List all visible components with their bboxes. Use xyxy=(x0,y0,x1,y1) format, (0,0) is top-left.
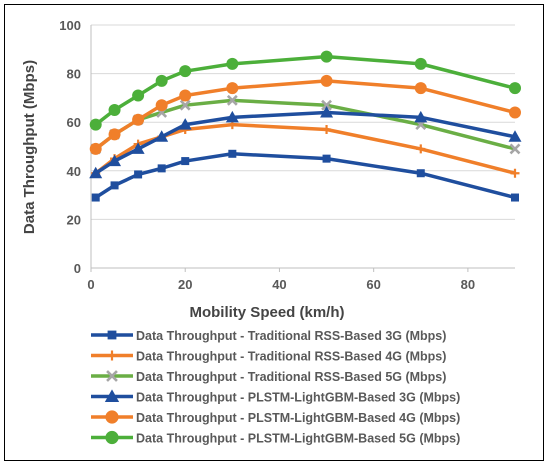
data-point-x xyxy=(321,99,332,111)
data-point-circle xyxy=(320,50,333,63)
data-point-triangle xyxy=(155,130,169,142)
data-point-triangle xyxy=(89,166,103,179)
x-tick-label: 40 xyxy=(272,277,286,292)
series-line xyxy=(94,152,516,200)
data-point-circle xyxy=(108,104,121,117)
data-point-circle xyxy=(89,118,102,131)
legend-entry: Data Throughput - PLSTM-LightGBM-Based 5… xyxy=(91,430,460,446)
x-tick-label: 80 xyxy=(461,277,475,292)
data-point-circle xyxy=(155,74,168,87)
data-point-circle xyxy=(320,74,333,87)
data-point-circle xyxy=(108,128,121,141)
data-point-square xyxy=(416,169,425,178)
data-point-triangle xyxy=(320,105,334,118)
data-point-circle xyxy=(155,99,168,112)
data-point-triangle xyxy=(131,142,145,154)
data-point-circle xyxy=(414,57,427,70)
legend-label: Data Throughput - Traditional RSS-Based … xyxy=(136,350,446,364)
data-point-circle xyxy=(132,113,145,126)
legend-entry: Data Throughput - Traditional RSS-Based … xyxy=(91,350,446,364)
data-point-square xyxy=(134,170,143,179)
data-point-circle xyxy=(414,82,427,95)
data-point-circle xyxy=(226,82,239,95)
legend-entry: Data Throughput - Traditional RSS-Based … xyxy=(91,329,446,343)
legend-label: Data Throughput - Traditional RSS-Based … xyxy=(136,370,446,384)
data-point-x xyxy=(106,370,118,382)
series-1 xyxy=(91,149,519,202)
data-point-square xyxy=(511,193,519,202)
data-point-square xyxy=(322,154,331,163)
axes xyxy=(90,25,515,269)
data-point-square xyxy=(157,164,166,173)
x-tick-labels: 0 20 40 60 80 xyxy=(87,268,475,292)
y-tick-label: 40 xyxy=(67,164,81,179)
series-4 xyxy=(89,105,522,179)
data-point-plus xyxy=(510,168,520,178)
legend-entry: Data Throughput - PLSTM-LightGBM-Based 3… xyxy=(91,389,460,405)
data-point-circle xyxy=(509,82,521,95)
legend-label: Data Throughput - Traditional RSS-Based … xyxy=(136,329,446,343)
data-point-triangle xyxy=(108,154,122,167)
data-point-triangle xyxy=(414,110,428,123)
data-point-plus xyxy=(416,144,426,154)
legend-label: Data Throughput - PLSTM-LightGBM-Based 5… xyxy=(136,432,460,446)
data-point-plus xyxy=(107,350,117,361)
data-point-x xyxy=(226,94,238,106)
legend-entry: Data Throughput - Traditional RSS-Based … xyxy=(91,370,446,384)
series-5 xyxy=(89,74,521,155)
line-chart: 0 20 40 60 80 100 0 20 40 60 80 Mobility Speed (k… xyxy=(21,18,522,446)
data-point-triangle xyxy=(178,118,192,130)
data-point-circle xyxy=(226,57,239,70)
legend-entry: Data Throughput - PLSTM-LightGBM-Based 4… xyxy=(91,410,460,425)
data-point-x xyxy=(509,143,521,155)
data-point-triangle xyxy=(104,389,120,402)
data-point-circle xyxy=(509,106,521,119)
data-point-circle xyxy=(89,142,102,155)
chart-frame: 0 20 40 60 80 100 0 20 40 60 80 Mobility Speed (k… xyxy=(4,4,544,461)
x-tick-label: 60 xyxy=(366,277,380,292)
data-point-circle xyxy=(105,410,119,424)
data-point-plus xyxy=(322,124,332,134)
y-tick-label: 80 xyxy=(67,67,81,82)
x-axis-label: Mobility Speed (km/h) xyxy=(189,304,344,321)
data-point-square xyxy=(181,157,190,166)
y-tick-label: 0 xyxy=(74,261,81,276)
data-point-square xyxy=(107,330,117,340)
data-point-x xyxy=(179,99,191,111)
data-point-circle xyxy=(179,65,192,78)
series-group xyxy=(89,50,522,202)
y-tick-label: 20 xyxy=(67,212,81,227)
data-point-square xyxy=(228,149,237,158)
y-tick-label: 100 xyxy=(59,18,81,33)
series-6 xyxy=(89,50,521,131)
data-point-triangle xyxy=(508,130,522,142)
legend-label: Data Throughput - PLSTM-LightGBM-Based 4… xyxy=(136,411,460,425)
y-tick-labels: 0 20 40 60 80 100 xyxy=(59,18,81,276)
legend: Data Throughput - Traditional RSS-Based … xyxy=(91,329,460,446)
y-tick-label: 60 xyxy=(67,115,81,130)
data-point-square xyxy=(91,193,100,202)
data-point-circle xyxy=(105,430,119,445)
data-point-circle xyxy=(132,89,145,102)
series-line xyxy=(94,110,516,175)
x-tick-label: 20 xyxy=(178,277,192,292)
data-point-square xyxy=(110,181,119,190)
data-point-triangle xyxy=(225,110,239,123)
x-tick-label: 0 xyxy=(87,277,94,292)
legend-label: Data Throughput - PLSTM-LightGBM-Based 3… xyxy=(136,391,460,405)
y-axis-label: Data Throughput (Mbps) xyxy=(21,60,38,234)
data-point-circle xyxy=(179,89,192,102)
